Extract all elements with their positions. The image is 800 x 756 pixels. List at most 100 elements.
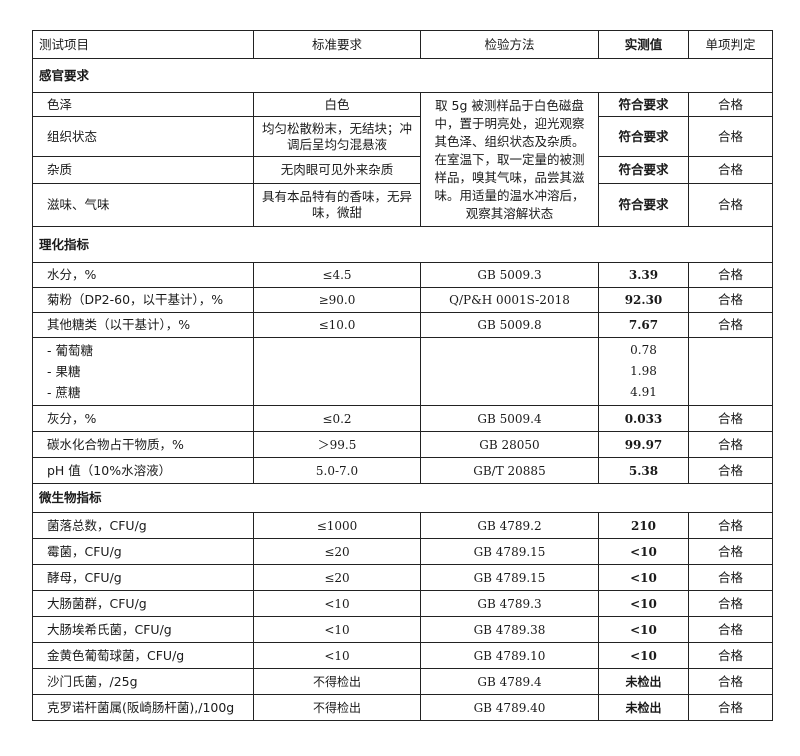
table-row: 滋味、气味 具有本品特有的香味，无异味，微甜 符合要求 合格: [32, 183, 773, 227]
value-cell: 符合要求: [598, 183, 689, 227]
table-row: 组织状态 均匀松散粉末，无结块；冲调后呈均匀混悬液 符合要求 合格: [32, 116, 773, 157]
table-row: 霉菌，CFU/g ≤20 GB 4789.15 <10 合格: [32, 538, 773, 565]
item-cell: 组织状态: [32, 116, 254, 157]
header-method: 检验方法: [420, 30, 599, 59]
standard-cell: 5.0-7.0: [253, 457, 421, 484]
verdict-cell: 合格: [688, 616, 773, 643]
item-cell: 灰分，%: [32, 405, 254, 432]
verdict-cell: 合格: [688, 116, 773, 157]
standard-cell: ≤20: [253, 538, 421, 565]
table-row: 克罗诺杆菌属(阪崎肠杆菌),/100g 不得检出 GB 4789.40 未检出 合格: [32, 694, 773, 721]
value-cell: 符合要求: [598, 156, 689, 184]
item-cell: 金黄色葡萄球菌，CFU/g: [32, 642, 254, 669]
standard-cell: ≤20: [253, 564, 421, 591]
value-cell: <10: [598, 538, 689, 565]
table-row: 大肠埃希氏菌，CFU/g <10 GB 4789.38 <10 合格: [32, 616, 773, 643]
verdict-cell: 合格: [688, 262, 773, 288]
table-row: 大肠菌群，CFU/g <10 GB 4789.3 <10 合格: [32, 590, 773, 617]
header-standard: 标准要求: [253, 30, 421, 59]
method-cell: GB/T 20885: [420, 457, 599, 484]
item-cell: 大肠埃希氏菌，CFU/g: [32, 616, 254, 643]
verdict-cell: 合格: [688, 92, 773, 117]
sub-item: - 葡萄糖: [47, 343, 93, 358]
standard-cell: <10: [253, 590, 421, 617]
standard-cell: 不得检出: [253, 694, 421, 721]
value-cell: <10: [598, 564, 689, 591]
standard-cell: 具有本品特有的香味，无异味，微甜: [253, 183, 421, 227]
standard-cell: 不得检出: [253, 668, 421, 695]
verdict-cell: 合格: [688, 694, 773, 721]
method-cell: GB 28050: [420, 431, 599, 458]
empty-cell: [253, 337, 421, 406]
sub-value: 1.98: [630, 364, 657, 378]
sub-value: 0.78: [630, 343, 657, 357]
item-cell: 滋味、气味: [32, 183, 254, 227]
table-row: 菊粉（DP2-60，以干基计），% ≥90.0 Q/P&H 0001S-2018 92…: [32, 287, 773, 313]
method-cell: GB 5009.3: [420, 262, 599, 288]
value-cell: 99.97: [598, 431, 689, 458]
sub-items-cell: - 葡萄糖 - 果糖 - 蔗糖: [32, 337, 254, 406]
sub-values-cell: 0.78 1.98 4.91: [598, 337, 689, 406]
value-cell: 未检出: [598, 694, 689, 721]
method-cell: GB 5009.4: [420, 405, 599, 432]
method-cell: GB 4789.10: [420, 642, 599, 669]
standard-cell: <10: [253, 616, 421, 643]
empty-cell: [420, 337, 599, 406]
item-cell: 色泽: [32, 92, 254, 117]
value-cell: 符合要求: [598, 116, 689, 157]
standard-cell: ≤10.0: [253, 312, 421, 338]
sensory-method-cell: 取 5g 被测样品于白色磁盘中，置于明亮处，迎光观察其色泽、组织状态及杂质。在室…: [420, 92, 599, 227]
verdict-cell: 合格: [688, 668, 773, 695]
table-row: 沙门氏菌，/25g 不得检出 GB 4789.4 未检出 合格: [32, 668, 773, 695]
table-row: 其他糖类（以干基计），% ≤10.0 GB 5009.8 7.67 合格: [32, 312, 773, 338]
method-cell: Q/P&H 0001S-2018: [420, 287, 599, 313]
header-verdict: 单项判定: [688, 30, 773, 59]
verdict-cell: 合格: [688, 156, 773, 184]
item-cell: 杂质: [32, 156, 254, 184]
standard-cell: ≥90.0: [253, 287, 421, 313]
section-physchem: 理化指标: [32, 226, 773, 263]
item-cell: 克罗诺杆菌属(阪崎肠杆菌),/100g: [32, 694, 254, 721]
table-row: 碳水化合物占干物质，% ＞99.5 GB 28050 99.97 合格: [32, 431, 773, 458]
value-cell: 7.67: [598, 312, 689, 338]
verdict-cell: 合格: [688, 287, 773, 313]
section-micro: 微生物指标: [32, 483, 773, 513]
method-cell: GB 4789.40: [420, 694, 599, 721]
table-row: 灰分，% ≤0.2 GB 5009.4 0.033 合格: [32, 405, 773, 432]
value-cell: 5.38: [598, 457, 689, 484]
value-cell: 3.39: [598, 262, 689, 288]
value-cell: <10: [598, 642, 689, 669]
item-cell: 碳水化合物占干物质，%: [32, 431, 254, 458]
empty-cell: [688, 337, 773, 406]
value-cell: <10: [598, 616, 689, 643]
value-cell: 0.033: [598, 405, 689, 432]
item-cell: pH 值（10%水溶液）: [32, 457, 254, 484]
method-cell: GB 4789.38: [420, 616, 599, 643]
verdict-cell: 合格: [688, 512, 773, 539]
verdict-cell: 合格: [688, 538, 773, 565]
standard-cell: 白色: [253, 92, 421, 117]
standard-cell: ≤4.5: [253, 262, 421, 288]
method-cell: GB 4789.4: [420, 668, 599, 695]
method-cell: GB 4789.15: [420, 564, 599, 591]
method-cell: GB 5009.8: [420, 312, 599, 338]
method-cell: GB 4789.15: [420, 538, 599, 565]
verdict-cell: 合格: [688, 457, 773, 484]
sub-value: 4.91: [630, 385, 657, 399]
table-row: 菌落总数，CFU/g ≤1000 GB 4789.2 210 合格: [32, 512, 773, 539]
value-cell: 符合要求: [598, 92, 689, 117]
header-row: 测试项目 标准要求 检验方法 实测值 单项判定: [32, 30, 773, 59]
verdict-cell: 合格: [688, 642, 773, 669]
standard-cell: ≤1000: [253, 512, 421, 539]
standard-cell: ≤0.2: [253, 405, 421, 432]
header-item: 测试项目: [32, 30, 254, 59]
standard-cell: 均匀松散粉末，无结块；冲调后呈均匀混悬液: [253, 116, 421, 157]
table-row: 水分，% ≤4.5 GB 5009.3 3.39 合格: [32, 262, 773, 288]
item-cell: 菊粉（DP2-60，以干基计），%: [32, 287, 254, 313]
table-row: 金黄色葡萄球菌，CFU/g <10 GB 4789.10 <10 合格: [32, 642, 773, 669]
table-row: 酵母，CFU/g ≤20 GB 4789.15 <10 合格: [32, 564, 773, 591]
test-results-table: 测试项目 标准要求 检验方法 实测值 单项判定 感官要求 色泽 白色 取 5g …: [32, 30, 773, 721]
item-cell: 大肠菌群，CFU/g: [32, 590, 254, 617]
standard-cell: ＞99.5: [253, 431, 421, 458]
value-cell: <10: [598, 590, 689, 617]
